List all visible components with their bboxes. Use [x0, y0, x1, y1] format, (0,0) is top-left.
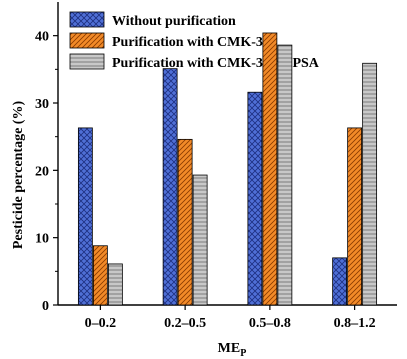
legend-item-purification-cmk3: Purification with CMK-3	[69, 32, 263, 50]
legend-swatch-without-purification	[69, 11, 105, 28]
bar-horizontal-1	[192, 174, 208, 306]
bar-diagonal-3	[347, 127, 363, 306]
legend-item-without-purification: Without purification	[69, 11, 236, 29]
y-tick-label: 20	[35, 164, 49, 179]
x-tick-label: 0.5–0.8	[249, 316, 291, 331]
y-axis-label: Pesticide percentage (%)	[11, 101, 26, 250]
bar-diagonal-0	[92, 245, 108, 306]
y-tick-label: 0	[42, 299, 49, 314]
bar-crosshatch-2	[247, 91, 263, 306]
bar-horizontal-3	[362, 62, 378, 306]
legend-label-without-purification: Without purification	[112, 14, 236, 29]
bar-crosshatch-0	[77, 127, 93, 306]
bar-crosshatch-3	[332, 257, 348, 306]
y-tick-label: 40	[35, 30, 49, 45]
bar-diagonal-1	[177, 138, 193, 306]
bar-horizontal-2	[277, 44, 293, 306]
x-axis-label: MEP	[218, 341, 247, 359]
legend-swatch-purification-cmk3-psa	[69, 53, 105, 70]
x-tick-label: 0–0.2	[85, 316, 117, 331]
bar-diagonal-2	[262, 32, 278, 306]
bar-horizontal-0	[107, 263, 123, 306]
plot-area: 0 10 20 30 40 0–0.2 0.2–0.5 0.5–0.8 0.8–1.2	[35, 2, 397, 331]
x-tick-label: 0.8–1.2	[334, 316, 376, 331]
y-tick-label: 10	[35, 232, 49, 247]
legend-swatch-purification-cmk3	[69, 32, 105, 49]
x-tick-label: 0.2–0.5	[164, 316, 206, 331]
legend-label-purification-cmk3: Purification with CMK-3	[112, 35, 263, 50]
x-axis-label-main: ME	[218, 341, 241, 356]
y-tick-label: 30	[35, 97, 49, 112]
x-axis-label-subscript: P	[240, 348, 246, 359]
bar-crosshatch-1	[162, 68, 178, 306]
